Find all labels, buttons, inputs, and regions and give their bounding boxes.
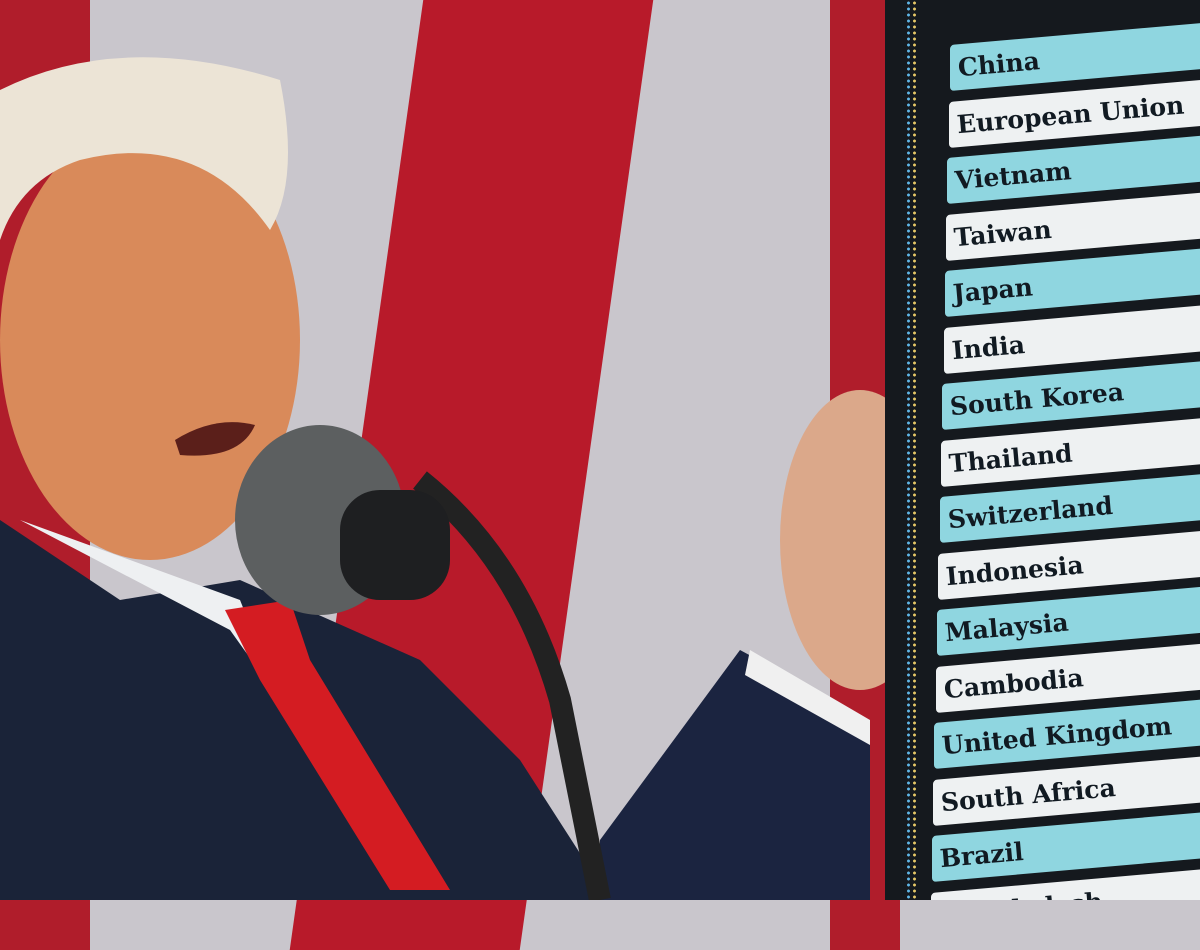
country-name: Japan bbox=[952, 272, 1034, 308]
country-name: South Africa bbox=[940, 772, 1117, 816]
suit-arm bbox=[600, 650, 870, 900]
tariff-board: China European Union Vietnam Taiwan Japan Ind… bbox=[885, 0, 1200, 900]
country-name: Thailand bbox=[948, 438, 1074, 478]
country-name: European Union bbox=[955, 89, 1185, 138]
country-list: China European Union Vietnam Taiwan Japan Ind… bbox=[885, 0, 1200, 900]
country-name: Vietnam bbox=[954, 156, 1073, 195]
speaker-figure bbox=[0, 0, 900, 900]
country-name: Taiwan bbox=[953, 214, 1053, 251]
country-name: India bbox=[950, 329, 1025, 364]
country-name: Brazil bbox=[939, 837, 1025, 873]
country-name: Switzerland bbox=[946, 490, 1113, 533]
country-name: Malaysia bbox=[944, 607, 1070, 647]
microphone-clip bbox=[340, 490, 450, 600]
country-name: Cambodia bbox=[942, 662, 1084, 703]
hand bbox=[780, 390, 900, 690]
country-name: Bangladesh bbox=[937, 886, 1103, 900]
country-name: Indonesia bbox=[945, 549, 1085, 590]
country-name: United Kingdom bbox=[941, 711, 1173, 760]
country-name: South Korea bbox=[949, 377, 1125, 421]
country-name: China bbox=[957, 46, 1041, 82]
country-row: China bbox=[950, 19, 1200, 91]
